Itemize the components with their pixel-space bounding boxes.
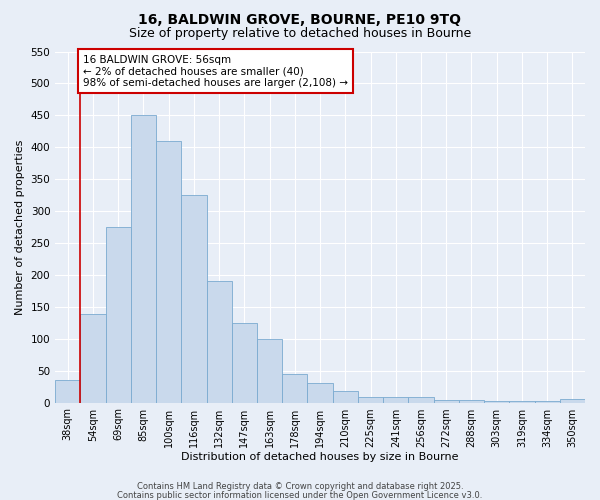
Bar [156, 141, 181, 403]
Bar [131, 116, 156, 403]
Bar [282, 374, 307, 402]
Y-axis label: Number of detached properties: Number of detached properties [15, 140, 25, 314]
X-axis label: Distribution of detached houses by size in Bourne: Distribution of detached houses by size … [181, 452, 459, 462]
Text: Size of property relative to detached houses in Bourne: Size of property relative to detached ho… [129, 28, 471, 40]
Bar [560, 399, 585, 402]
Bar [509, 400, 535, 402]
Text: Contains HM Land Registry data © Crown copyright and database right 2025.: Contains HM Land Registry data © Crown c… [137, 482, 463, 491]
Bar [55, 380, 80, 402]
Text: 16 BALDWIN GROVE: 56sqm
← 2% of detached houses are smaller (40)
98% of semi-det: 16 BALDWIN GROVE: 56sqm ← 2% of detached… [83, 54, 348, 88]
Bar [206, 282, 232, 403]
Bar [535, 400, 560, 402]
Text: 16, BALDWIN GROVE, BOURNE, PE10 9TQ: 16, BALDWIN GROVE, BOURNE, PE10 9TQ [139, 12, 461, 26]
Bar [257, 339, 282, 402]
Bar [383, 398, 409, 402]
Bar [484, 400, 509, 402]
Bar [358, 398, 383, 402]
Bar [434, 400, 459, 402]
Bar [106, 227, 131, 402]
Bar [332, 391, 358, 402]
Text: Contains public sector information licensed under the Open Government Licence v3: Contains public sector information licen… [118, 490, 482, 500]
Bar [307, 384, 332, 402]
Bar [181, 195, 206, 402]
Bar [80, 314, 106, 402]
Bar [459, 400, 484, 402]
Bar [232, 323, 257, 402]
Bar [409, 398, 434, 402]
